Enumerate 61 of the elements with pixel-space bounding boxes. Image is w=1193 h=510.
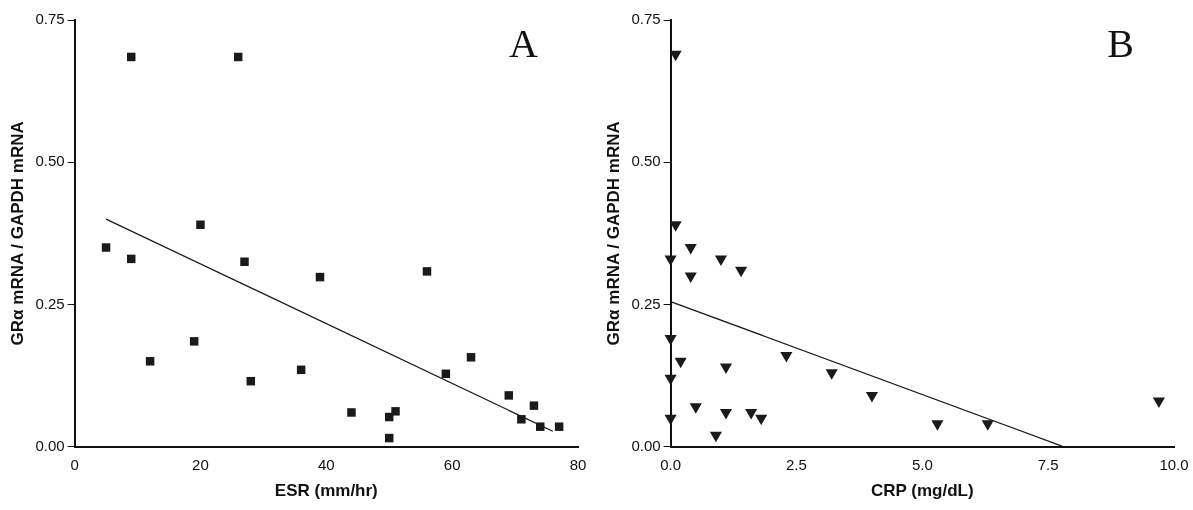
x-tick-label: 0.0 — [660, 455, 682, 473]
y-tick-label: 0.75 — [631, 10, 661, 28]
point — [931, 420, 944, 431]
point — [669, 50, 682, 62]
point — [684, 244, 697, 255]
point — [684, 272, 697, 283]
y-tick-label: 0.00 — [631, 436, 661, 454]
point — [714, 255, 727, 266]
point — [240, 257, 249, 266]
point — [719, 363, 733, 374]
y-tick-label: 0.50 — [35, 152, 65, 170]
point — [669, 221, 682, 232]
y-tick-label: 0.25 — [631, 294, 661, 312]
point — [755, 414, 768, 426]
point — [422, 267, 432, 276]
point — [664, 374, 677, 386]
point — [517, 415, 526, 424]
point — [674, 357, 687, 369]
annotation: A — [509, 20, 539, 66]
point — [719, 408, 733, 420]
y-tick-label: 0.50 — [631, 152, 661, 170]
point — [145, 357, 155, 366]
y-tick-label: 0.25 — [35, 294, 65, 312]
point — [391, 407, 400, 416]
x-tick-label: 80 — [569, 455, 587, 473]
point — [554, 422, 564, 431]
x-tick-label: 2.5 — [786, 455, 807, 473]
x-axis-title: CRP (mg/dL) — [870, 481, 974, 501]
point — [709, 431, 722, 443]
y-axis-title: GRα mRNA / GAPDH mRNA — [603, 121, 623, 346]
x-tick-label: 60 — [443, 455, 461, 473]
point — [536, 422, 545, 431]
point — [196, 220, 205, 230]
point — [865, 391, 879, 403]
x-axis-title: ESR (mm/hr) — [274, 481, 378, 501]
x-tick-label: 20 — [192, 455, 209, 473]
annotation: B — [1107, 20, 1134, 66]
point — [189, 337, 199, 346]
point — [745, 408, 758, 420]
point — [825, 369, 838, 380]
point — [664, 255, 677, 266]
point — [664, 414, 677, 426]
point — [1152, 397, 1165, 409]
y-axis-title: GRα mRNA / GAPDH mRNA — [7, 121, 27, 346]
x-tick-label: 0 — [70, 455, 79, 473]
point — [529, 401, 539, 410]
point — [664, 335, 677, 346]
point — [466, 353, 476, 362]
point — [504, 391, 514, 400]
point — [347, 408, 356, 417]
y-tick-label: 0.75 — [35, 10, 65, 28]
x-tick-label: 7.5 — [1037, 455, 1059, 473]
point — [101, 243, 111, 252]
x-tick-label: 10.0 — [1159, 455, 1189, 473]
x-tick-label: 5.0 — [911, 455, 933, 473]
x-tick-label: 40 — [317, 455, 335, 473]
y-tick-label: 0.00 — [35, 436, 65, 454]
point — [981, 420, 994, 431]
point — [780, 352, 793, 363]
point — [689, 403, 702, 414]
point — [735, 266, 748, 278]
